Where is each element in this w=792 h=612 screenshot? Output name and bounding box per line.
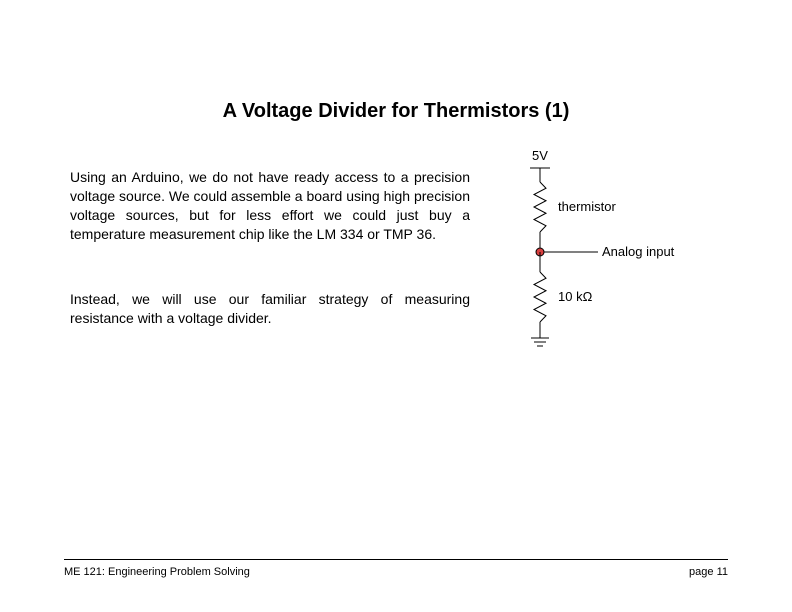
paragraph-2: Instead, we will use our familiar strate…: [70, 290, 470, 328]
supply-label: 5V: [532, 148, 548, 163]
footer-course: ME 121: Engineering Problem Solving: [64, 566, 250, 578]
footer-page: page 11: [689, 566, 728, 578]
r2-label: 10 kΩ: [558, 289, 593, 304]
footer-rule: [64, 559, 728, 560]
paragraph-1: Using an Arduino, we do not have ready a…: [70, 168, 470, 244]
page-title: A Voltage Divider for Thermistors (1): [0, 100, 792, 123]
voltage-divider-diagram: 5VthermistorAnalog input10 kΩ: [510, 160, 760, 360]
analog-input-label: Analog input: [602, 244, 675, 259]
thermistor-label: thermistor: [558, 199, 616, 214]
